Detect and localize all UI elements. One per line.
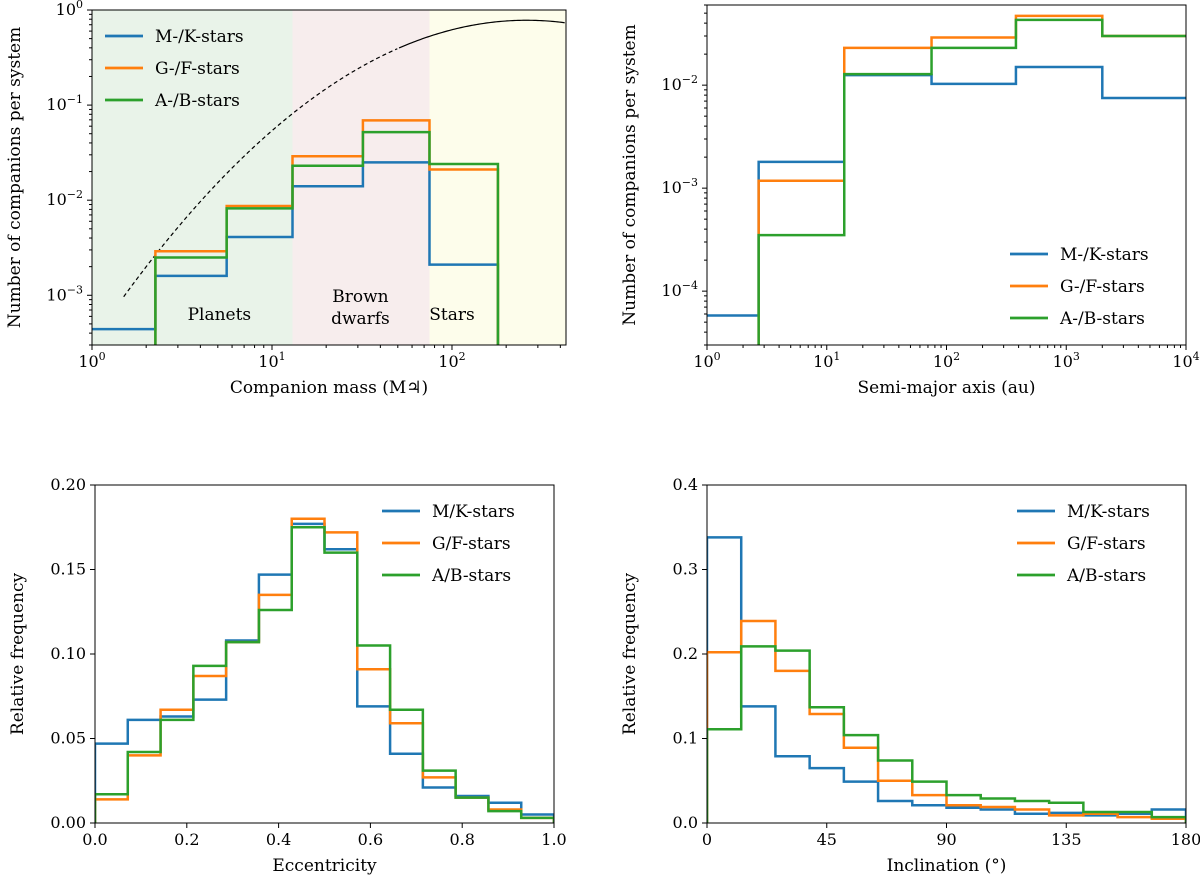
x-tick-label: 100 [78, 350, 105, 371]
legend-label: A-/B-stars [1059, 309, 1145, 329]
y-axis-label: Relative frequency [8, 572, 28, 735]
y-tick-label: 0.4 [673, 475, 698, 494]
legend-label: G-/F-stars [155, 59, 240, 79]
x-axis-label: Companion mass (M♃) [230, 378, 428, 398]
x-axis-label: Eccentricity [272, 856, 377, 876]
y-tick-label: 0.10 [50, 644, 86, 663]
x-tick-label: 0 [702, 830, 712, 849]
y-tick-label: 0.3 [673, 560, 698, 579]
legend-label: M/K-stars [1067, 502, 1150, 522]
x-tick-label: 100 [693, 350, 720, 371]
x-tick-label: 101 [258, 350, 285, 371]
y-tick-label: 0.1 [673, 729, 698, 748]
y-tick-label: 0.2 [673, 644, 698, 663]
x-tick-label: 90 [936, 830, 956, 849]
legend-label: G/F-stars [432, 534, 511, 554]
x-tick-label: 45 [817, 830, 837, 849]
y-axis-label: Number of companions per system [5, 27, 25, 328]
legend: M/K-stars G/F-stars A/B-stars [382, 502, 515, 586]
region-label-brown-dwarfs: dwarfs [331, 309, 390, 329]
series-line-g-f-stars [707, 621, 1186, 843]
y-tick-label: 10−4 [661, 279, 698, 300]
region-label-stars: Stars [429, 305, 474, 325]
x-tick-label: 102 [933, 350, 960, 371]
legend-label: G/F-stars [1067, 534, 1146, 554]
legend-label: M-/K-stars [1060, 245, 1149, 265]
y-axis-label: Relative frequency [620, 572, 640, 735]
x-tick-label: 104 [1172, 350, 1199, 371]
legend-label: M/K-stars [432, 502, 515, 522]
legend: M/K-stars G/F-stars A/B-stars [1017, 502, 1150, 586]
legend: M-/K-stars G-/F-stars A-/B-stars [1010, 245, 1149, 329]
y-tick-label: 0.0 [673, 813, 698, 832]
x-tick-label: 103 [1053, 350, 1080, 371]
y-tick-label: 10−1 [46, 93, 83, 114]
x-tick-label: 0.6 [358, 830, 383, 849]
panel-inclination: 0 45 90 135 180 0.0 0.1 0.2 0.3 0.4 Inclination (°… [620, 475, 1200, 876]
y-tick-label: 0.15 [50, 560, 86, 579]
legend-label: M-/K-stars [155, 27, 244, 47]
x-axis-label: Semi-major axis (au) [858, 378, 1036, 398]
y-tick-label: 10−2 [46, 188, 83, 209]
x-axis-label: Inclination (°) [887, 856, 1007, 876]
y-tick-label: 0.00 [50, 813, 86, 832]
x-tick-label: 102 [438, 350, 465, 371]
panel-semi-major-axis: 100 101 102 103 104 10−4 10−3 10−2 Semi-major ax… [620, 5, 1200, 398]
legend-label: A/B-stars [1066, 566, 1146, 586]
region-label-planets: Planets [188, 305, 252, 325]
figure: Planets Browndwarfs Stars 100 101 102 10−3 10−2… [0, 0, 1200, 890]
x-tick-label: 0.8 [449, 830, 474, 849]
x-tick-label: 180 [1171, 830, 1200, 849]
y-tick-label: 10−3 [661, 176, 698, 197]
y-tick-label: 0.20 [50, 475, 86, 494]
x-tick-label: 101 [813, 350, 840, 371]
y-axis-label: Number of companions per system [620, 24, 640, 325]
x-tick-label: 135 [1051, 830, 1082, 849]
y-tick-label: 10−2 [661, 73, 698, 94]
legend-label: A-/B-stars [154, 91, 240, 111]
legend-label: A/B-stars [431, 566, 511, 586]
x-tick-label: 1.0 [541, 830, 566, 849]
x-tick-label: 0.2 [174, 830, 199, 849]
y-tick-label: 0.05 [50, 729, 86, 748]
x-tick-label: 0.0 [82, 830, 107, 849]
panel-eccentricity: 0.0 0.2 0.4 0.6 0.8 1.0 0.00 0.05 0.10 0.15 0.20 Ec… [8, 475, 567, 876]
y-tick-label: 100 [56, 0, 83, 19]
legend-label: G-/F-stars [1060, 277, 1145, 297]
y-tick-label: 10−3 [46, 283, 83, 304]
region-label-brown-dwarfs: Brown [332, 287, 388, 307]
x-tick-label: 0.4 [266, 830, 291, 849]
